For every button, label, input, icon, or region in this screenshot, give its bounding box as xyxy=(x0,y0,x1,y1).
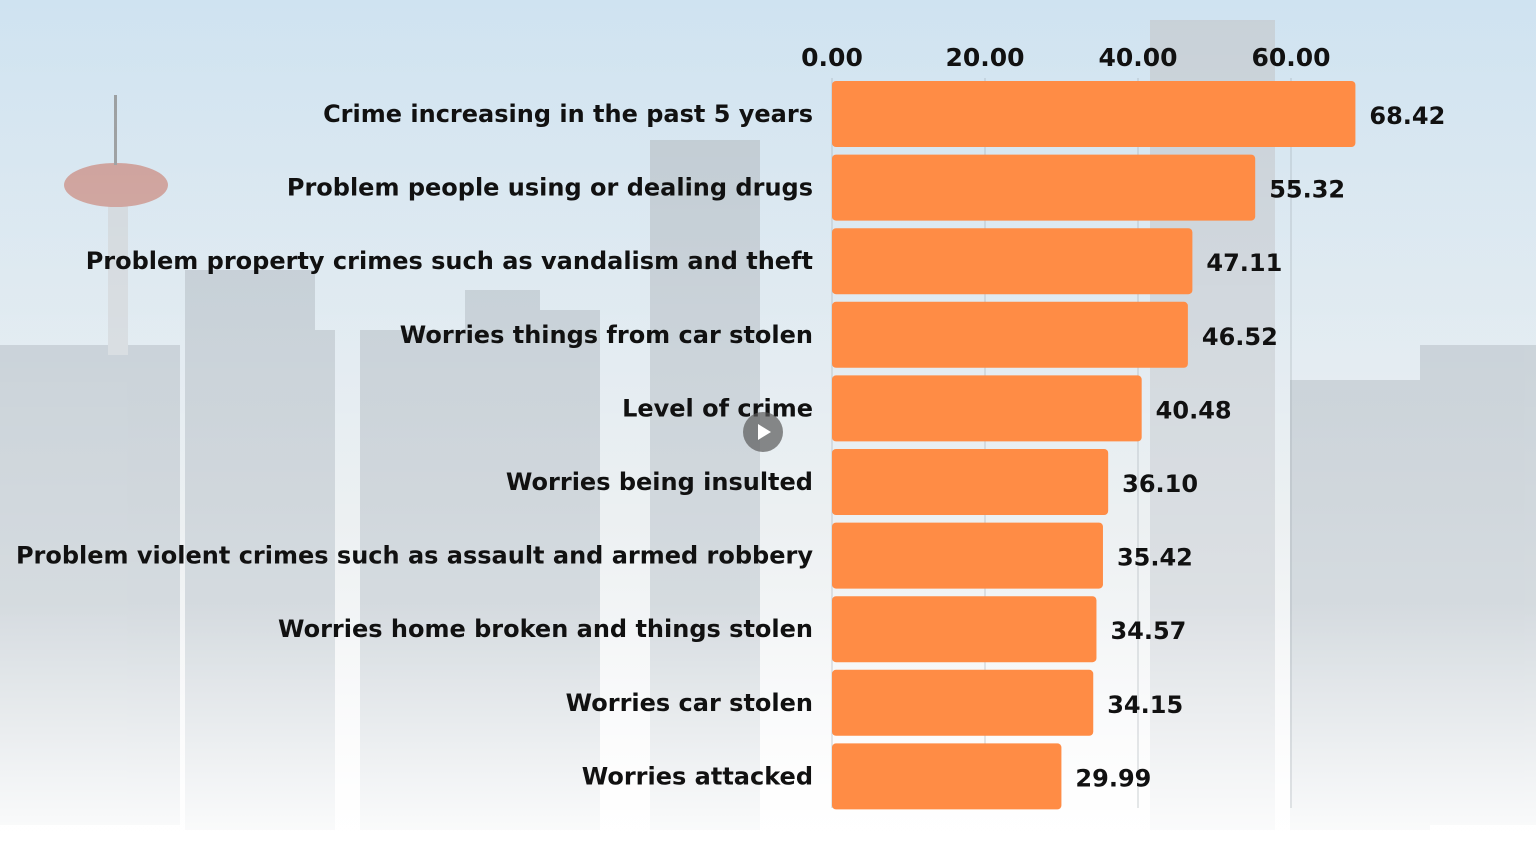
bar xyxy=(832,301,1188,368)
x-tick-label: 60.00 xyxy=(1251,43,1330,72)
data-label: 35.42 xyxy=(1117,544,1193,572)
category-label: Problem people using or dealing drugs xyxy=(287,174,813,202)
data-label: 36.10 xyxy=(1122,470,1198,498)
bar xyxy=(832,81,1356,147)
bar xyxy=(832,522,1103,589)
data-label: 55.32 xyxy=(1269,176,1345,204)
bar xyxy=(832,228,1193,295)
data-label: 34.15 xyxy=(1107,691,1183,719)
data-label: 40.48 xyxy=(1156,396,1232,424)
data-label: 46.52 xyxy=(1202,323,1278,351)
bar xyxy=(832,743,1062,810)
category-label: Worries being insulted xyxy=(506,468,813,496)
x-tick-label: 20.00 xyxy=(945,43,1024,72)
data-label: 47.11 xyxy=(1206,249,1282,277)
x-tick-label: 40.00 xyxy=(1098,43,1177,72)
category-label: Problem violent crimes such as assault a… xyxy=(16,542,813,570)
category-label: Worries things from car stolen xyxy=(400,321,813,349)
bar xyxy=(832,154,1256,221)
data-label: 68.42 xyxy=(1369,102,1445,130)
bar xyxy=(832,596,1097,663)
bar xyxy=(832,375,1142,442)
data-label: 29.99 xyxy=(1075,764,1151,792)
category-label: Level of crime xyxy=(622,394,813,422)
x-tick-label: 0.00 xyxy=(801,43,863,72)
bar xyxy=(832,449,1109,515)
play-icon[interactable] xyxy=(743,412,783,452)
category-label: Worries car stolen xyxy=(566,689,813,717)
bar xyxy=(832,669,1094,736)
data-label: 34.57 xyxy=(1110,617,1186,645)
category-label: Worries home broken and things stolen xyxy=(278,615,813,643)
category-label: Crime increasing in the past 5 years xyxy=(323,100,813,128)
category-label: Problem property crimes such as vandalis… xyxy=(86,247,813,275)
category-label: Worries attacked xyxy=(582,762,813,790)
